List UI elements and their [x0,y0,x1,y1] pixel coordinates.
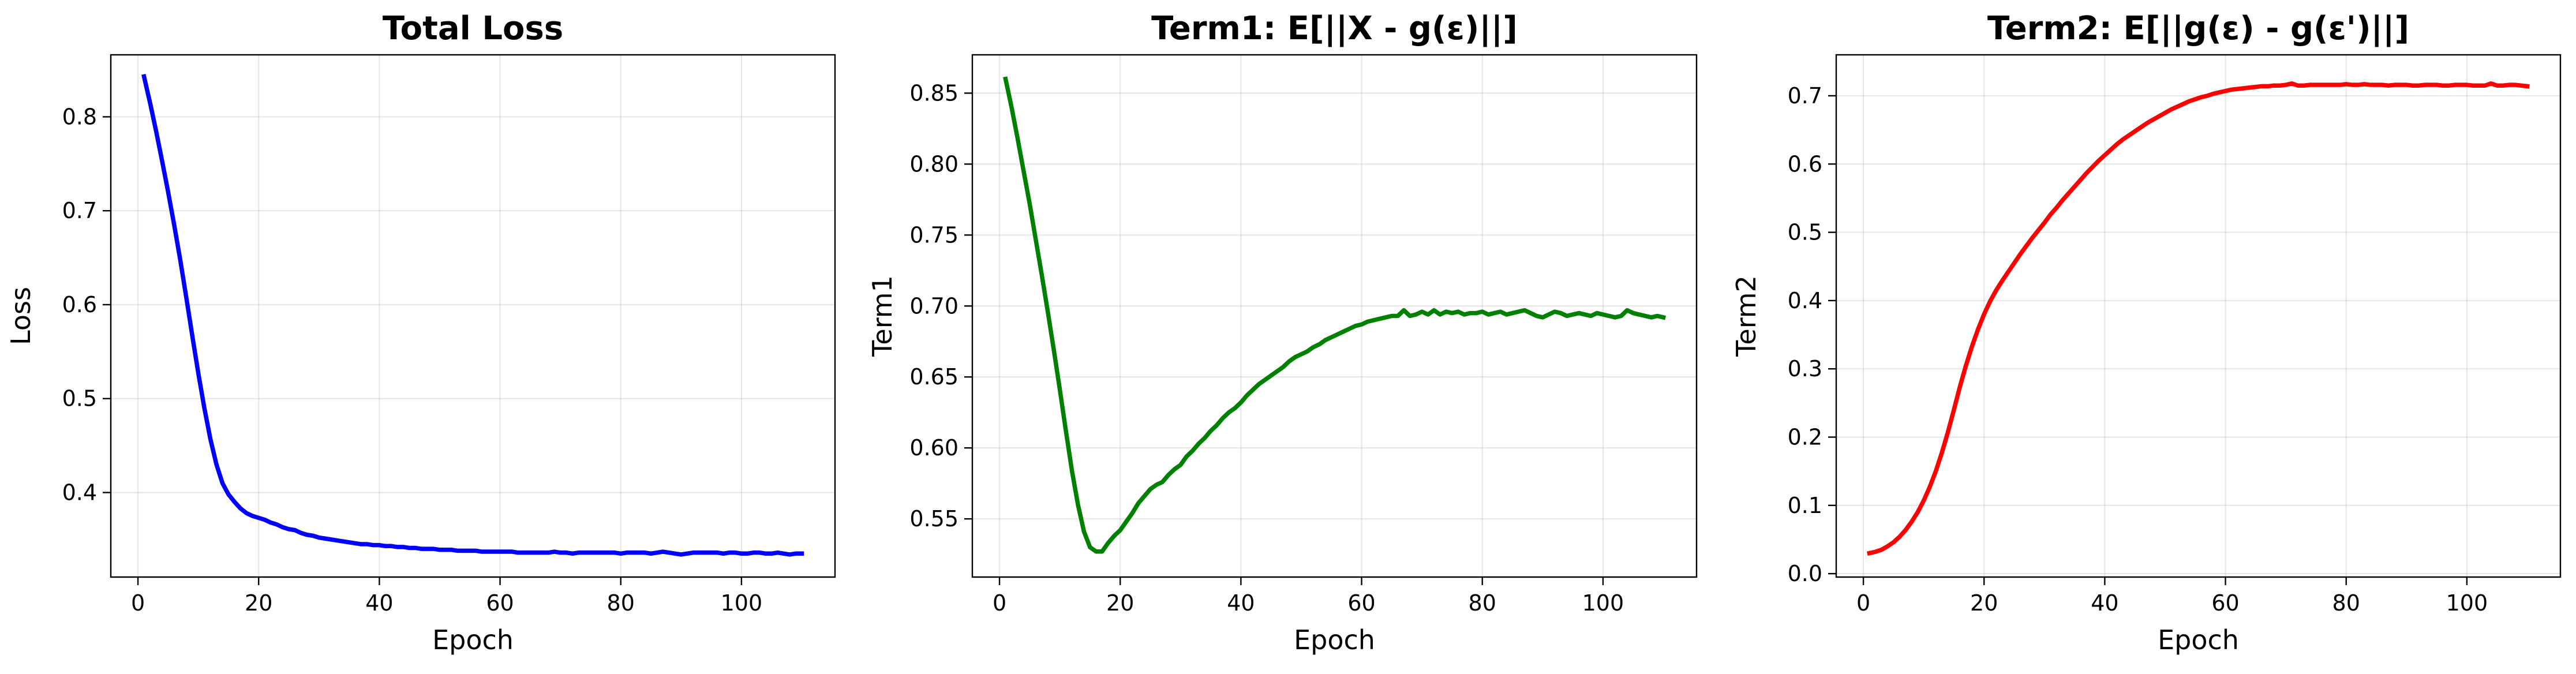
x-tick-label: 60 [2211,590,2239,616]
x-tick-label: 20 [1970,590,1998,616]
plot-area [1836,55,2560,577]
y-tick-label: 0.55 [909,506,958,531]
x-tick-label: 20 [1106,590,1134,616]
y-tick-label: 0.60 [909,435,958,460]
x-tick-label: 80 [607,590,635,616]
y-tick-label: 0.8 [62,104,97,129]
chart-2: 0 20 40 60 80 100 0.55 0.60 0.65 0.70 0.75 0.80 0.85… [867,10,1697,656]
y-tick-label: 0.7 [1788,83,1822,108]
x-tick-label: 0 [131,590,145,616]
x-tick-label: 20 [245,590,272,616]
y-tick-label: 0.5 [1788,220,1822,245]
y-tick-label: 0.70 [909,293,958,319]
x-tick-label: 60 [1347,590,1375,616]
x-tick-label: 60 [486,590,514,616]
y-tick-label: 0.3 [1788,356,1822,381]
x-tick-label: 0 [993,590,1006,616]
y-axis-label: Term1 [867,275,898,357]
y-tick-label: 0.6 [62,292,97,317]
y-tick-label: 0.4 [1788,288,1822,313]
chart-title: Term2: E[||g(ε) - g(ε')||] [1987,10,2409,47]
x-tick-label: 40 [365,590,393,616]
x-axis-label: Epoch [2158,624,2239,656]
y-tick-label: 0.7 [62,198,97,223]
y-tick-label: 0.65 [909,364,958,390]
x-tick-label: 100 [1582,590,1624,616]
x-tick-label: 80 [1469,590,1496,616]
chart-title: Term1: E[||X - g(ε)||] [1151,10,1518,47]
x-tick-label: 100 [721,590,763,616]
y-tick-label: 0.4 [62,480,97,506]
y-axis-label: Loss [5,287,36,345]
x-axis-label: Epoch [432,624,514,656]
chart-3: 0 20 40 60 80 100 0.0 0.1 0.2 0.3 0.4 0.5 0.6 0.7 Term… [1731,10,2560,656]
y-tick-label: 0.2 [1788,424,1822,450]
x-tick-label: 40 [2091,590,2118,616]
x-tick-label: 0 [1856,590,1870,616]
x-tick-label: 40 [1227,590,1255,616]
y-tick-label: 0.5 [62,386,97,411]
y-axis-label: Term2 [1731,275,1762,357]
x-tick-label: 80 [2332,590,2360,616]
y-tick-label: 0.75 [909,222,958,248]
chart-title: Total Loss [383,10,563,47]
y-tick-label: 0.6 [1788,151,1822,177]
y-tick-label: 0.1 [1788,493,1822,518]
x-axis-label: Epoch [1294,624,1375,656]
plot-area [111,55,835,577]
y-tick-label: 0.85 [909,80,958,106]
chart-1: 0 20 40 60 80 100 0.4 0.5 0.6 0.7 0.8 Total Loss Epo… [5,10,835,656]
x-tick-label: 100 [2446,590,2488,616]
y-tick-label: 0.0 [1788,561,1822,586]
y-tick-label: 0.80 [909,151,958,177]
